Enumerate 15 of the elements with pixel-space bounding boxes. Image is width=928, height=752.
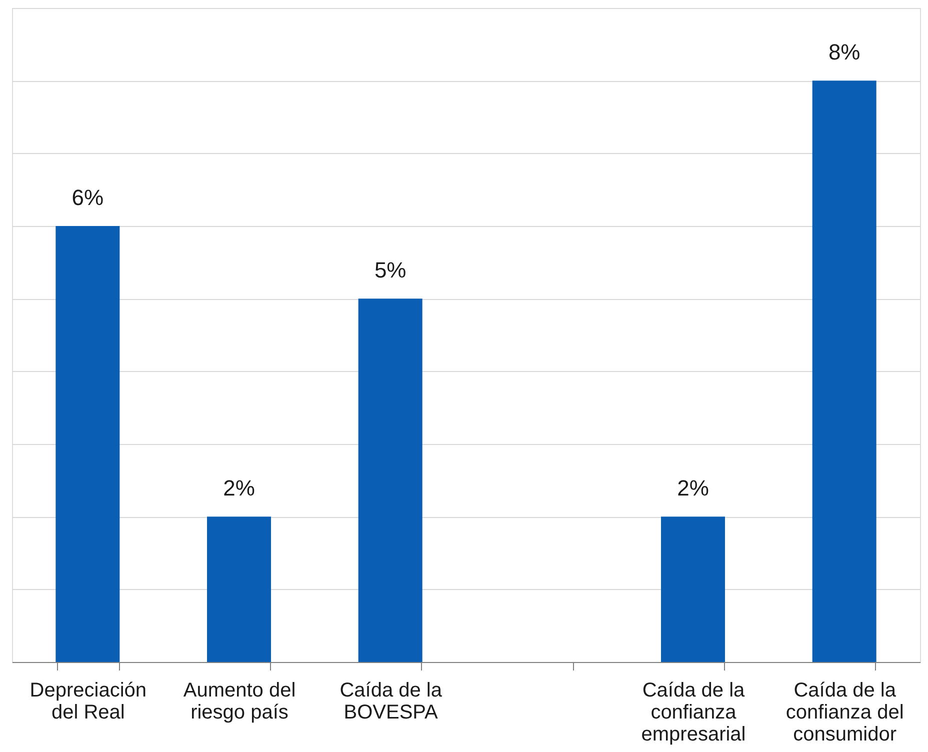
x-tick-label: Caída de la BOVESPA [340, 680, 443, 724]
bar [207, 516, 271, 662]
bar [358, 298, 422, 662]
data-label: 2% [223, 476, 255, 501]
x-tick-label: Caída de la confianza del consumidor [786, 680, 904, 746]
bar [812, 80, 876, 662]
x-tick-label: Depreciación del Real [30, 680, 147, 724]
data-label: 6% [72, 185, 104, 210]
data-label: 8% [828, 40, 860, 65]
data-label: 2% [677, 476, 709, 501]
x-tick-label: Aumento del riesgo país [183, 680, 296, 724]
data-label: 5% [374, 258, 406, 283]
x-tick-label: Caída de la confianza empresarial [641, 680, 746, 746]
bar [661, 516, 725, 662]
bar [56, 226, 120, 662]
